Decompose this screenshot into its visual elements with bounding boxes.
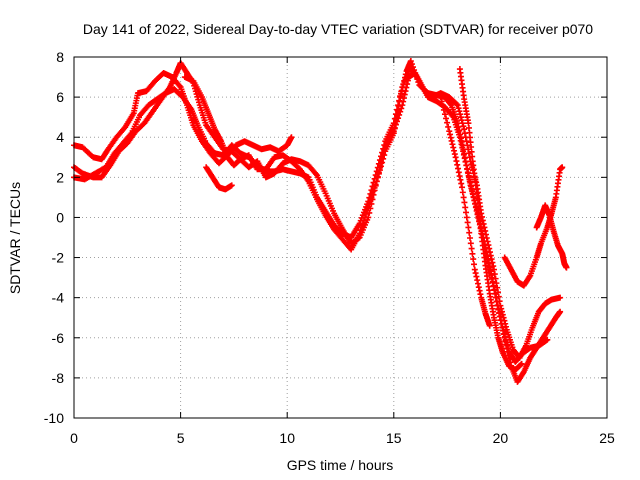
y-tick-label: 2 bbox=[56, 169, 64, 185]
y-axis-title: SDTVAR / TECUs bbox=[7, 182, 23, 294]
series-arc-5 bbox=[203, 164, 235, 193]
plot-frame bbox=[73, 56, 608, 419]
data-point-markers bbox=[456, 66, 525, 373]
y-tick-label: -8 bbox=[52, 370, 65, 386]
x-tick-label: 20 bbox=[493, 430, 509, 446]
y-tick-label: -2 bbox=[52, 250, 65, 266]
data-point-markers bbox=[71, 70, 295, 167]
data-point-markers bbox=[71, 64, 564, 385]
series-arc-7 bbox=[456, 66, 525, 373]
y-tick-label: 4 bbox=[56, 129, 64, 145]
data-point-markers bbox=[533, 202, 570, 271]
x-tick-label: 5 bbox=[177, 430, 185, 446]
series-arc-6 bbox=[437, 94, 493, 329]
y-tick-label: -6 bbox=[52, 330, 65, 346]
series-arc-3 bbox=[71, 64, 564, 385]
y-tick-label: 6 bbox=[56, 89, 64, 105]
series-arc-8 bbox=[501, 164, 566, 289]
series-arc-9 bbox=[533, 202, 570, 271]
x-tick-label: 15 bbox=[386, 430, 402, 446]
series-arc-4 bbox=[181, 70, 564, 361]
data-point-markers bbox=[181, 70, 564, 361]
y-tick-label: -10 bbox=[44, 410, 64, 426]
data-point-markers bbox=[203, 164, 235, 193]
data-point-markers bbox=[501, 164, 566, 289]
y-tick-label: 0 bbox=[56, 209, 64, 225]
x-axis-title: GPS time / hours bbox=[287, 457, 394, 473]
chart-title: Day 141 of 2022, Sidereal Day-to-day VTE… bbox=[83, 21, 593, 37]
series-arc-1 bbox=[71, 70, 295, 167]
y-tick-label: -4 bbox=[52, 290, 65, 306]
y-tick-label: 8 bbox=[56, 49, 64, 65]
x-tick-label: 0 bbox=[70, 430, 78, 446]
axis-layer: 0 5 10 15 20 25 -10 -8 -6 -4 -2 0 2 4 6 8 bbox=[44, 49, 615, 446]
data-marks bbox=[71, 58, 570, 385]
data-point-markers bbox=[437, 94, 493, 329]
x-tick-label: 10 bbox=[279, 430, 295, 446]
x-tick-label: 25 bbox=[599, 430, 615, 446]
